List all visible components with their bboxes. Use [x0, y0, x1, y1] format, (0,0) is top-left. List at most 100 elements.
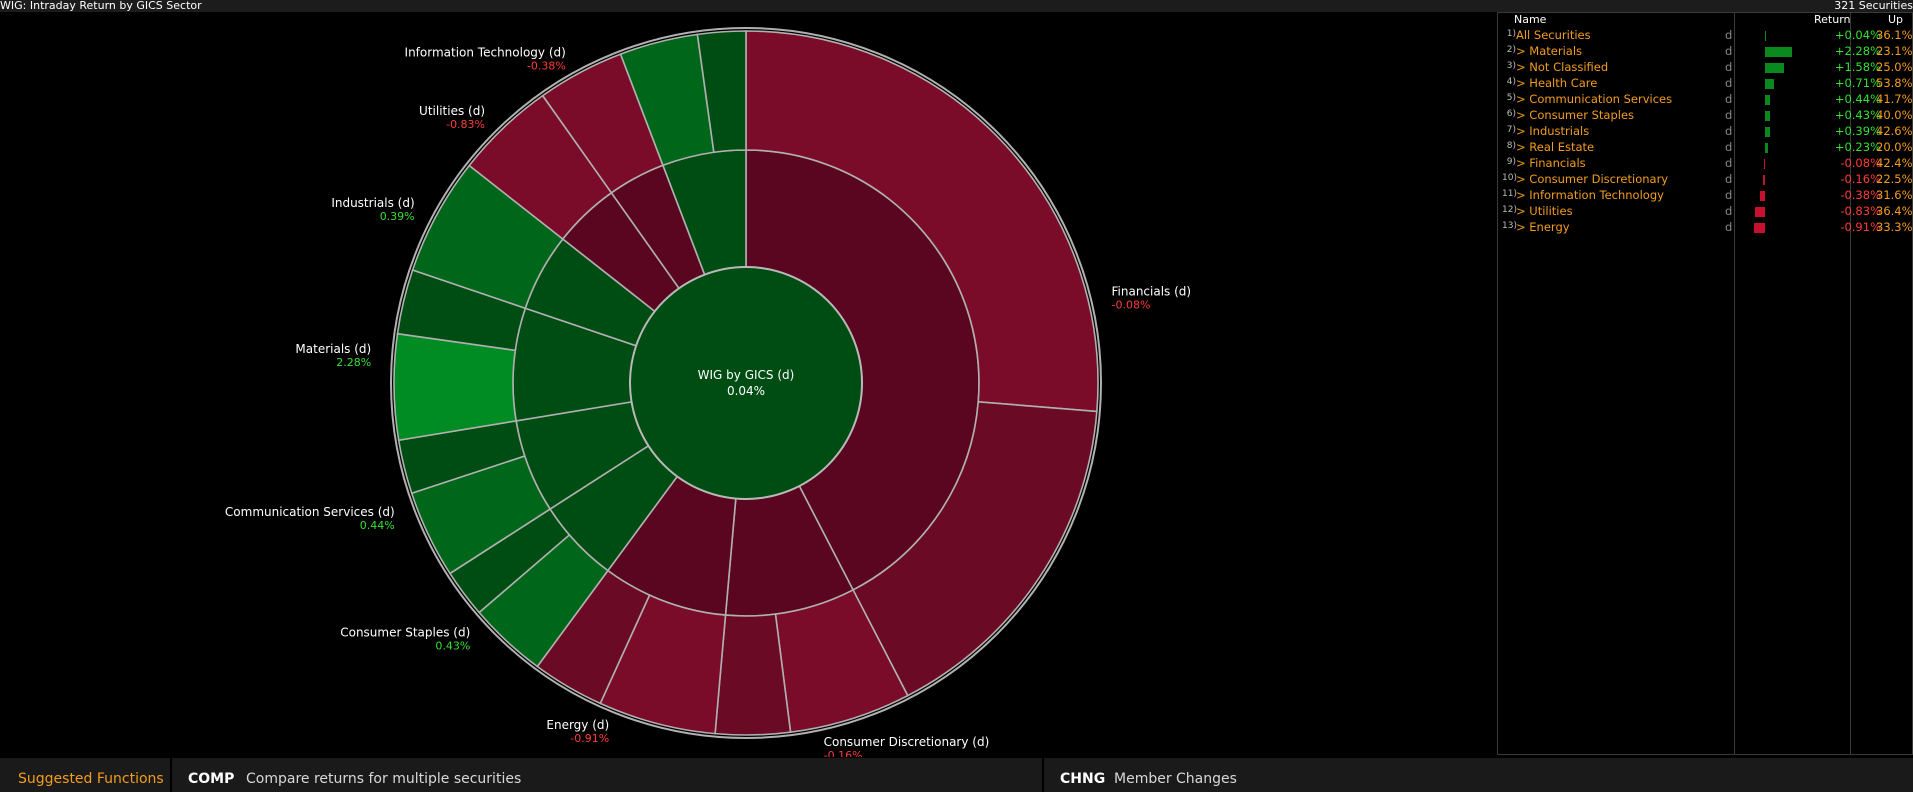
col-header-name[interactable]: Name: [1514, 13, 1547, 26]
table-row[interactable]: 8) > Real Estate d +0.23% 20.0%: [1498, 140, 1913, 156]
security-slice[interactable]: [696, 30, 747, 154]
return-bar: [1764, 159, 1765, 169]
sector-label: Information Technology (d)-0.38%: [405, 46, 566, 73]
row-return: -0.38%: [1840, 188, 1881, 202]
title-bar: WIG: Intraday Return by GICS Sector 321 …: [0, 0, 1913, 12]
row-name[interactable]: > Consumer Staples: [1516, 108, 1635, 122]
row-period: d: [1725, 172, 1733, 186]
row-return: -0.91%: [1840, 220, 1881, 234]
chart-center[interactable]: WIG by GICS (d) 0.04%: [629, 266, 863, 500]
col-header-return[interactable]: Return: [1814, 13, 1851, 26]
row-up: 40.0%: [1876, 108, 1913, 122]
table-row[interactable]: 5) > Communication Services d +0.44% 41.7%: [1498, 92, 1913, 108]
table-row[interactable]: 6) > Consumer Staples d +0.43% 40.0%: [1498, 108, 1913, 124]
sector-name: Utilities (d): [419, 104, 485, 118]
sector-name: Information Technology (d): [405, 46, 566, 60]
function-chng[interactable]: CHNG Member Changes: [1044, 758, 1913, 792]
row-period: d: [1725, 204, 1733, 218]
table-row[interactable]: 4) > Health Care d +0.71% 53.8%: [1498, 76, 1913, 92]
row-period: d: [1725, 156, 1733, 170]
row-name[interactable]: All Securities: [1516, 28, 1591, 42]
row-name[interactable]: > Information Technology: [1516, 188, 1664, 202]
row-return: +0.23%: [1834, 140, 1881, 154]
row-period: d: [1725, 60, 1733, 74]
row-index: 10): [1502, 173, 1517, 183]
return-bar: [1765, 79, 1774, 89]
page-title: WIG: Intraday Return by GICS Sector: [0, 0, 202, 12]
center-circle[interactable]: [629, 266, 863, 500]
function-comp[interactable]: COMP Compare returns for multiple securi…: [172, 758, 1042, 792]
row-index: 9): [1506, 157, 1516, 167]
row-period: d: [1725, 124, 1733, 138]
row-name[interactable]: > Financials: [1516, 156, 1586, 170]
row-return: +0.71%: [1834, 76, 1881, 90]
table-row[interactable]: 3) > Not Classified d +1.58% 25.0%: [1498, 60, 1913, 76]
row-period: d: [1725, 76, 1733, 90]
row-return: +0.43%: [1834, 108, 1881, 122]
row-up: 36.4%: [1876, 204, 1913, 218]
row-period: d: [1725, 92, 1733, 106]
return-bar: [1760, 191, 1765, 201]
row-return: +0.39%: [1834, 124, 1881, 138]
security-slice[interactable]: [393, 332, 518, 442]
sector-value: -0.16%: [824, 749, 863, 757]
row-name[interactable]: > Utilities: [1516, 204, 1573, 218]
sector-value: -0.08%: [1112, 298, 1151, 311]
row-name[interactable]: > Health Care: [1516, 76, 1598, 90]
row-up: 23.1%: [1876, 44, 1913, 58]
return-bar: [1765, 95, 1771, 105]
row-up: 31.6%: [1876, 188, 1913, 202]
table-row[interactable]: 7) > Industrials d +0.39% 42.6%: [1498, 124, 1913, 140]
row-up: 42.4%: [1876, 156, 1913, 170]
row-name[interactable]: > Real Estate: [1516, 140, 1595, 154]
row-return: +1.58%: [1834, 60, 1881, 74]
return-bar: [1754, 223, 1765, 233]
row-index: 5): [1506, 93, 1516, 103]
sector-name: Communication Services (d): [225, 505, 395, 519]
row-index: 2): [1506, 45, 1516, 55]
suggested-functions-tab[interactable]: Suggested Functions: [0, 758, 170, 792]
center-title: WIG by GICS (d): [698, 368, 795, 382]
row-name[interactable]: > Energy: [1516, 220, 1570, 234]
col-header-up[interactable]: Up: [1888, 13, 1904, 26]
row-name[interactable]: > Industrials: [1516, 124, 1590, 138]
row-name[interactable]: > Not Classified: [1516, 60, 1609, 74]
footer-bar: Suggested Functions COMP Compare returns…: [0, 758, 1913, 792]
row-up: 53.8%: [1876, 76, 1913, 90]
row-up: 33.3%: [1876, 220, 1913, 234]
table-row[interactable]: 10) > Consumer Discretionary d -0.16% 22.5%: [1498, 172, 1913, 188]
row-return: -0.16%: [1840, 172, 1881, 186]
sector-label: Utilities (d)-0.83%: [419, 104, 485, 131]
sector-name: Financials (d): [1112, 284, 1192, 298]
sector-label: Materials (d)2.28%: [295, 342, 371, 369]
row-period: d: [1725, 108, 1733, 122]
table-row[interactable]: 13) > Energy d -0.91% 33.3%: [1498, 220, 1913, 236]
row-index: 3): [1506, 61, 1516, 71]
sector-name: Consumer Discretionary (d): [824, 735, 990, 749]
suggested-label: Suggested Functions: [18, 771, 164, 787]
row-name[interactable]: > Consumer Discretionary: [1516, 172, 1669, 186]
return-bar: [1755, 207, 1765, 217]
row-period: d: [1725, 188, 1733, 202]
center-value: 0.04%: [727, 384, 765, 398]
sector-label: Consumer Discretionary (d)-0.16%: [824, 735, 990, 757]
table-row[interactable]: 11) > Information Technology d -0.38% 31.6%: [1498, 188, 1913, 204]
sector-value: 2.28%: [336, 356, 371, 369]
function-description: Member Changes: [1114, 771, 1237, 787]
row-period: d: [1725, 220, 1733, 234]
sector-value: 0.39%: [380, 210, 415, 223]
security-slice[interactable]: [745, 30, 1099, 413]
table-row[interactable]: 9) > Financials d -0.08% 42.4%: [1498, 156, 1913, 172]
table-row[interactable]: 1) All Securities d +0.04% 36.1%: [1498, 28, 1913, 44]
row-name[interactable]: > Communication Services: [1516, 92, 1673, 106]
sector-name: Industrials (d): [331, 196, 414, 210]
row-index: 13): [1502, 221, 1517, 231]
sector-name: Consumer Staples (d): [340, 625, 470, 639]
table-row[interactable]: 2) > Materials d +2.28% 23.1%: [1498, 44, 1913, 60]
row-return: -0.83%: [1840, 204, 1881, 218]
sector-value: -0.83%: [446, 118, 485, 131]
row-period: d: [1725, 28, 1733, 42]
row-name[interactable]: > Materials: [1516, 44, 1583, 58]
sector-value: 0.44%: [360, 519, 395, 532]
table-row[interactable]: 12) > Utilities d -0.83% 36.4%: [1498, 204, 1913, 220]
